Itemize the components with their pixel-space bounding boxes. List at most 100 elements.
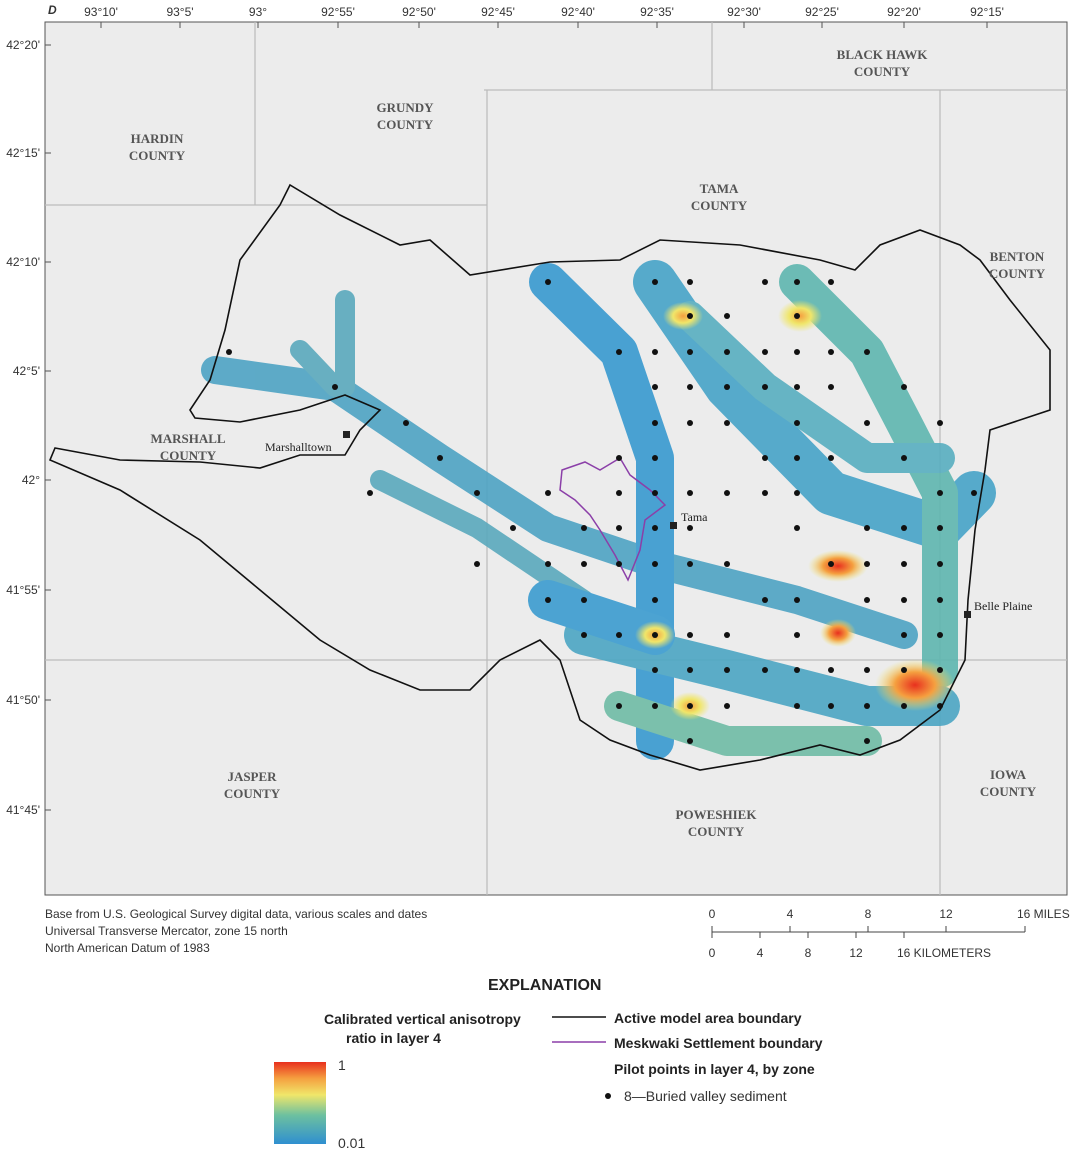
pilot-point bbox=[762, 667, 768, 673]
town-marker bbox=[964, 611, 971, 618]
pilot-point bbox=[762, 597, 768, 603]
scale-label: 16 KILOMETERS bbox=[897, 946, 991, 960]
pilot-point bbox=[762, 384, 768, 390]
pilot-point bbox=[901, 525, 907, 531]
pilot-point bbox=[724, 667, 730, 673]
pilot-point bbox=[687, 525, 693, 531]
pilot-point bbox=[652, 561, 658, 567]
pilot-point bbox=[616, 632, 622, 638]
pilot-point bbox=[616, 490, 622, 496]
pilot-point bbox=[652, 420, 658, 426]
pilot-point bbox=[724, 561, 730, 567]
pilot-point bbox=[724, 420, 730, 426]
legend-item: Meskwaki Settlement boundary bbox=[614, 1035, 823, 1051]
legend-swatch bbox=[605, 1093, 611, 1099]
county-label: COUNTY bbox=[129, 148, 186, 163]
county-label: BLACK HAWK bbox=[837, 47, 929, 62]
scale-tick-label: 0 bbox=[709, 907, 716, 921]
longitude-label: 92°15' bbox=[970, 5, 1004, 19]
scale-bar bbox=[711, 926, 1026, 938]
scale-label: 16 MILES bbox=[1017, 907, 1070, 921]
pilot-point bbox=[864, 738, 870, 744]
pilot-point bbox=[724, 349, 730, 355]
pilot-point bbox=[762, 455, 768, 461]
longitude-label: 92°55' bbox=[321, 5, 355, 19]
pilot-point bbox=[510, 525, 516, 531]
scale-tick-label: 4 bbox=[757, 946, 764, 960]
pilot-point bbox=[687, 703, 693, 709]
pilot-point bbox=[794, 490, 800, 496]
county-label: COUNTY bbox=[989, 266, 1046, 281]
pilot-point bbox=[794, 703, 800, 709]
county-label: HARDIN bbox=[131, 131, 184, 146]
colorbar-label: 1 bbox=[338, 1057, 346, 1073]
longitude-label: 93°10' bbox=[84, 5, 118, 19]
scale-tick-label: 12 bbox=[939, 907, 953, 921]
scale-tick-label: 8 bbox=[805, 946, 812, 960]
pilot-point bbox=[652, 279, 658, 285]
pilot-point bbox=[937, 525, 943, 531]
pilot-point bbox=[724, 384, 730, 390]
pilot-point bbox=[901, 632, 907, 638]
pilot-point bbox=[581, 561, 587, 567]
place-label: Belle Plaine bbox=[974, 599, 1032, 613]
county-label: COUNTY bbox=[691, 198, 748, 213]
pilot-point bbox=[794, 525, 800, 531]
pilot-point bbox=[687, 561, 693, 567]
pilot-point bbox=[794, 632, 800, 638]
latitude-label: 41°45' bbox=[6, 803, 40, 817]
pilot-point bbox=[581, 597, 587, 603]
pilot-point bbox=[901, 703, 907, 709]
county-label: COUNTY bbox=[980, 784, 1037, 799]
pilot-point bbox=[864, 667, 870, 673]
pilot-point bbox=[937, 632, 943, 638]
county-label: COUNTY bbox=[854, 64, 911, 79]
pilot-point bbox=[794, 597, 800, 603]
pilot-point bbox=[652, 597, 658, 603]
pilot-point bbox=[762, 279, 768, 285]
pilot-point bbox=[937, 667, 943, 673]
pilot-point bbox=[687, 279, 693, 285]
place-label: Tama bbox=[681, 510, 708, 524]
latitude-label: 42°15' bbox=[6, 146, 40, 160]
pilot-point bbox=[828, 279, 834, 285]
pilot-point bbox=[901, 597, 907, 603]
model-boundary bbox=[48, 183, 1051, 771]
pilot-point bbox=[828, 455, 834, 461]
pilot-point bbox=[687, 490, 693, 496]
pilot-point bbox=[687, 420, 693, 426]
pilot-point bbox=[652, 525, 658, 531]
colorbar-label: 0.01 bbox=[338, 1135, 365, 1151]
latitude-label: 42°20' bbox=[6, 38, 40, 52]
pilot-point bbox=[403, 420, 409, 426]
longitude-label: 92°50' bbox=[402, 5, 436, 19]
county-label: JASPER bbox=[227, 769, 277, 784]
pilot-point bbox=[724, 632, 730, 638]
pilot-point bbox=[794, 667, 800, 673]
pilot-point bbox=[545, 561, 551, 567]
scale-tick-label: 8 bbox=[865, 907, 872, 921]
pilot-point bbox=[794, 279, 800, 285]
pilot-point bbox=[937, 597, 943, 603]
latitude-label: 41°55' bbox=[6, 583, 40, 597]
base-note: Base from U.S. Geological Survey digital… bbox=[45, 907, 427, 921]
county-label: POWESHIEK bbox=[676, 807, 758, 822]
scale-tick-label: 0 bbox=[709, 946, 716, 960]
pilot-point bbox=[437, 455, 443, 461]
pilot-point bbox=[762, 490, 768, 496]
panel-label: D bbox=[48, 3, 57, 17]
pilot-point bbox=[652, 667, 658, 673]
pilot-point bbox=[864, 561, 870, 567]
pilot-point bbox=[864, 597, 870, 603]
scale-tick-label: 4 bbox=[787, 907, 794, 921]
pilot-point bbox=[652, 384, 658, 390]
pilot-point bbox=[652, 349, 658, 355]
pilot-point bbox=[652, 490, 658, 496]
pilot-point bbox=[937, 561, 943, 567]
pilot-point bbox=[971, 490, 977, 496]
pilot-point bbox=[616, 703, 622, 709]
pilot-point bbox=[828, 561, 834, 567]
pilot-point bbox=[545, 279, 551, 285]
county-label: TAMA bbox=[700, 181, 739, 196]
